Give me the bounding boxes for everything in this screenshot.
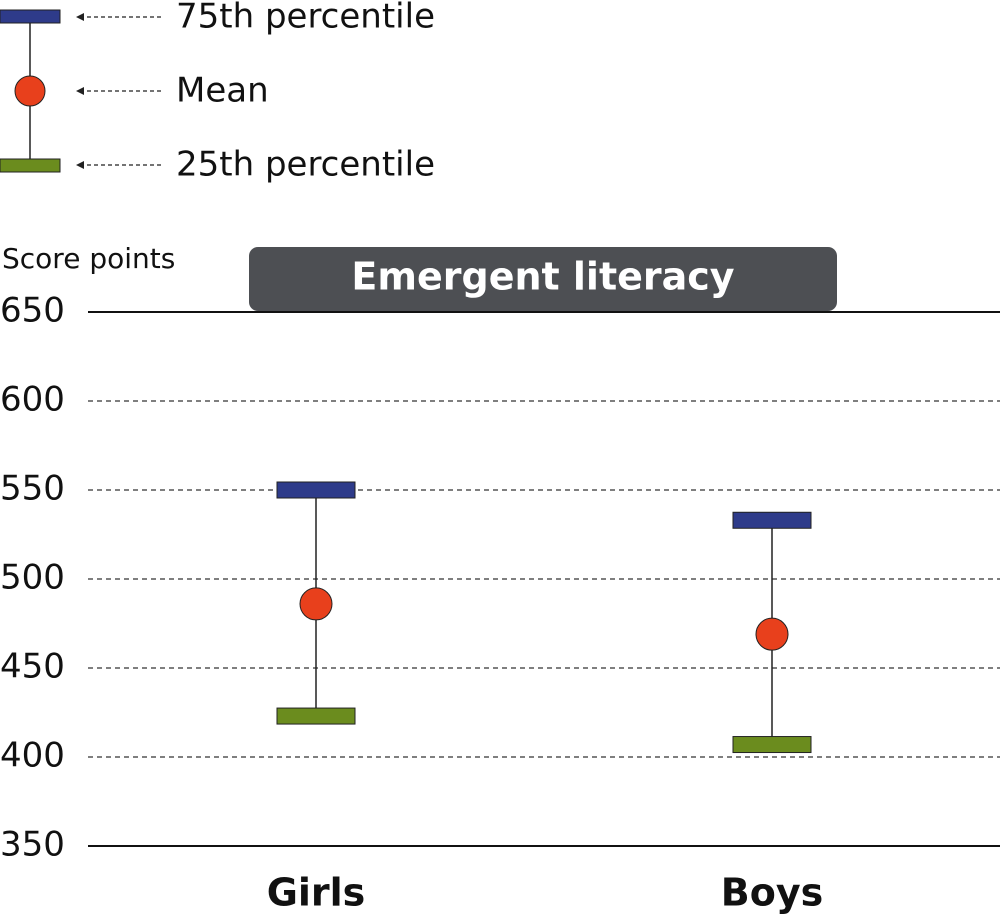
y-tick-label: 500 [0,558,65,598]
legend-label: 75th percentile [176,0,435,37]
mean-dot [755,617,789,651]
y-tick-label: 450 [0,647,65,687]
legend-swatch [0,158,61,173]
legend-label: Mean [176,71,269,111]
legend-swatch [0,9,61,24]
p75-bar [732,511,812,529]
mean-dot [299,587,333,621]
legend: 75th percentile Mean 25th percentile [0,0,435,185]
p25-bar [732,736,812,754]
legend-swatch [14,75,46,107]
p25-bar [276,707,356,725]
x-tick-label: Girls [267,871,366,915]
legend-arrowhead [76,13,84,169]
x-tick-label: Boys [721,871,823,915]
chart-title: Emergent literacy [351,255,734,299]
y-tick-label: 350 [0,825,65,865]
title-box [249,247,837,311]
y-tick-label: 600 [0,380,65,420]
p75-bar [276,481,356,499]
y-tick-label: 400 [0,736,65,776]
legend-label: 25th percentile [176,145,435,185]
y-tick-label: 550 [0,469,65,509]
y-axis-label: Score points [2,242,175,275]
y-tick-label: 650 [0,291,65,331]
